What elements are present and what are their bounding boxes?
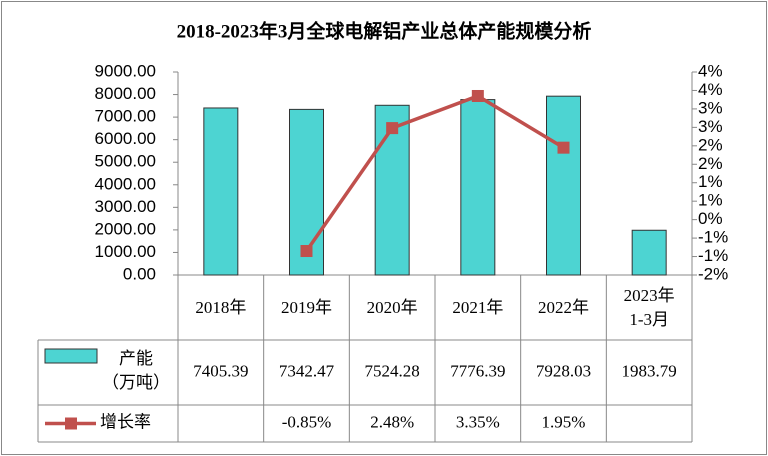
y-tick-label: 4000.00	[95, 174, 156, 193]
y-tick-label: 1000.00	[95, 242, 156, 261]
y2-tick-label: -2%	[698, 264, 728, 283]
y-tick-label: 0.00	[123, 264, 156, 283]
line-marker	[300, 245, 313, 258]
y2-tick-label: 4%	[698, 80, 723, 99]
table-value: 2.48%	[370, 412, 414, 431]
y2-tick-label: 2%	[698, 135, 723, 154]
bar	[460, 99, 496, 276]
y2-tick-label: 4%	[698, 61, 723, 80]
table-value: 3.35%	[456, 412, 500, 431]
y2-tick-label: 1%	[698, 191, 723, 210]
line-marker	[557, 141, 570, 154]
y2-tick-label: 2%	[698, 154, 723, 173]
y-tick-label: 7000.00	[95, 107, 156, 126]
bar	[203, 107, 239, 276]
y2-tick-label: -1%	[698, 228, 728, 247]
y2-tick-label: -1%	[698, 246, 728, 265]
legend-swatch	[44, 348, 98, 364]
y-tick-label: 2000.00	[95, 219, 156, 238]
table-value: 7928.03	[536, 361, 591, 380]
y-tick-label: 3000.00	[95, 197, 156, 216]
x-tick-label: 2020年	[366, 298, 418, 317]
y-tick-label: 6000.00	[95, 129, 156, 148]
y2-tick-label: 1%	[698, 172, 723, 191]
table-value: 7776.39	[450, 361, 505, 380]
table-value: 1983.79	[622, 361, 677, 380]
legend-label: 增长率	[100, 412, 151, 431]
bar	[546, 95, 581, 276]
x-tick-label: 2018年	[195, 298, 247, 317]
line-marker	[471, 89, 484, 102]
y2-tick-label: 0%	[698, 209, 723, 228]
line	[305, 94, 565, 253]
table-value: 7405.39	[193, 361, 248, 380]
legend-label: 产能 （万吨）	[102, 349, 170, 392]
line-marker	[386, 122, 399, 135]
y2-tick-label: 3%	[698, 98, 723, 117]
y2-tick-label: 3%	[698, 117, 723, 136]
table-value: 7524.28	[365, 361, 420, 380]
y-tick-label: 8000.00	[95, 84, 156, 103]
table-value: 1.95%	[542, 412, 586, 431]
bar	[631, 229, 667, 276]
x-tick-label: 2022年	[537, 298, 589, 317]
x-tick-label: 2023年 1-3月	[623, 286, 675, 329]
y-tick-label: 5000.00	[95, 152, 156, 171]
legend-marker	[65, 417, 77, 430]
chart-title: 2018-2023年3月全球电解铝产业总体产能规模分析	[177, 19, 592, 42]
x-tick-label: 2019年	[280, 298, 332, 317]
table-value: -0.85%	[282, 412, 332, 431]
table-value: 7342.47	[279, 361, 335, 380]
y-tick-label: 9000.00	[95, 61, 156, 80]
x-tick-label: 2021年	[452, 298, 504, 317]
